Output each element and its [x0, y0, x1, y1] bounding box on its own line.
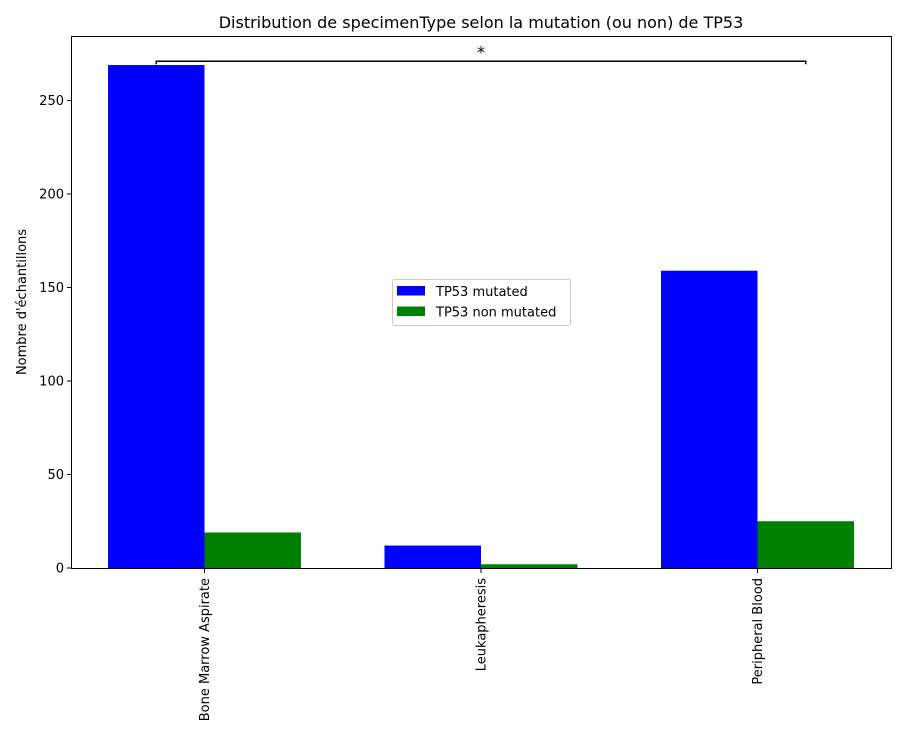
legend-label-tp53-non-mutated: TP53 non mutated	[435, 306, 556, 321]
bar-tp53-mutated-2	[661, 270, 758, 568]
y-tick-label-0: 0	[56, 562, 64, 577]
y-tick-label-5: 250	[39, 94, 64, 109]
y-axis: 0 50 100 150 200 250	[39, 94, 72, 577]
bar-tp53-mutated-0	[108, 65, 205, 568]
legend-swatch-tp53-mutated	[397, 286, 425, 296]
legend-box	[392, 279, 571, 326]
bar-tp53-non-mutated-2	[757, 521, 854, 568]
significance-annotation: *	[155, 42, 807, 65]
y-axis-label: Nombre d'échantillons	[15, 229, 30, 375]
x-tick-label-2: Peripheral Blood	[751, 578, 766, 685]
plot-frame	[71, 36, 892, 569]
bars-group	[108, 65, 854, 568]
bar-tp53-mutated-1	[384, 545, 481, 568]
x-tick-label-0: Bone Marrow Aspirate	[198, 578, 213, 721]
legend-swatch-tp53-non-mutated	[397, 306, 425, 316]
x-axis: Bone Marrow Aspirate Leukapheresis Periphe…	[198, 568, 766, 721]
significance-marker: *	[477, 42, 485, 61]
bar-tp53-non-mutated-1	[481, 564, 578, 568]
bar-tp53-non-mutated-0	[204, 532, 301, 568]
significance-bracket	[155, 60, 807, 65]
chart-title: Distribution de specimenType selon la mu…	[219, 13, 744, 32]
y-tick-label-3: 150	[39, 281, 64, 296]
legend-label-tp53-mutated: TP53 mutated	[435, 285, 528, 300]
y-tick-label-2: 100	[39, 375, 64, 390]
legend: TP53 mutated TP53 non mutated	[392, 279, 571, 326]
y-tick-label-4: 200	[39, 188, 64, 203]
x-tick-label-1: Leukapheresis	[475, 578, 490, 671]
y-tick-label-1: 50	[47, 468, 64, 483]
